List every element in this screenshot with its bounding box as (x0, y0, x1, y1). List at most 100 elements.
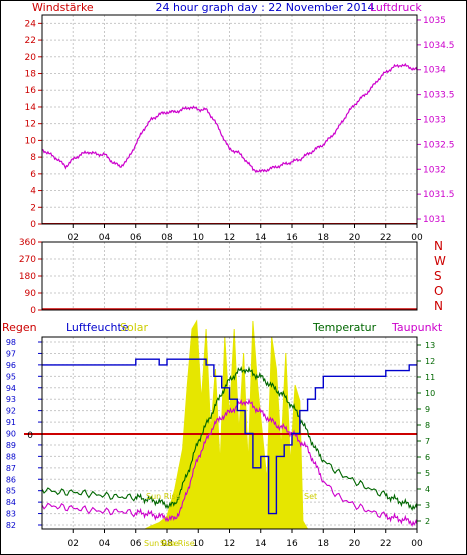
temperatur-tick-label: 8 (425, 421, 430, 430)
windstaerke-tick-label: 10 (25, 136, 37, 146)
luftdruck-tick-label: 1033 (423, 116, 446, 126)
compass-label: N (434, 239, 443, 253)
luftfeuchte-tick-label: 92 (6, 407, 16, 416)
climate-x-tick-label: 10 (193, 539, 205, 549)
luftfeuchte-tick-label: 96 (6, 361, 16, 370)
luftdruck-tick-label: 1033.5 (423, 91, 455, 101)
temperatur-tick-label: 6 (425, 453, 430, 462)
solar-area (42, 319, 417, 530)
wind-pressure-x-tick-label: 04 (99, 233, 111, 243)
sunrise-annotation-2: Sun Rise (144, 539, 179, 548)
compass-label: N (434, 299, 443, 313)
sunset-annotation: Set (304, 492, 317, 501)
temperatur-tick-label: 5 (425, 469, 430, 478)
solar-label: Solar (120, 321, 149, 334)
temperatur-tick-label: 3 (425, 501, 430, 510)
luftfeuchte-tick-label: 93 (6, 395, 16, 404)
wind-pressure-x-tick-label: 10 (193, 233, 205, 243)
windstaerke-tick-label: 22 (25, 36, 36, 46)
luftdruck-tick-label: 1034.5 (423, 41, 455, 51)
luftdruck-tick-label: 1031 (423, 215, 446, 225)
windstaerke-tick-label: 2 (30, 203, 36, 213)
wind-direction-panel-border (41, 241, 418, 311)
wind-pressure-x-tick-label: 20 (349, 233, 361, 243)
climate-x-tick-label: 22 (380, 539, 391, 549)
climate-x-tick-label: 18 (318, 539, 330, 549)
luftdruck-tick-label: 1031.5 (423, 190, 455, 200)
luftfeuchte-tick-label: 83 (6, 510, 16, 519)
wind-pressure-x-tick-label: 14 (255, 233, 267, 243)
windstaerke-tick-label: 6 (30, 170, 36, 180)
wind-pressure-x-tick-label: 08 (161, 233, 173, 243)
temperatur-tick-label: 4 (425, 485, 430, 494)
luftfeuchte-tick-label: 95 (6, 372, 16, 381)
wind-pressure-x-tick-label: 00 (411, 233, 423, 243)
temperatur-tick-label: 13 (425, 341, 435, 350)
temperatur-tick-label: 11 (425, 373, 435, 382)
wind-pressure-panel-border (41, 14, 418, 225)
climate-x-tick-label: 16 (286, 539, 298, 549)
wind-pressure-x-tick-label: 12 (224, 233, 235, 243)
sunrise-annotation-3: Sun Rise (160, 539, 195, 548)
luftfeuchte-line (42, 358, 417, 515)
windstaerke-label: Windstärke (32, 1, 94, 14)
wind-direction-tick-label: 90 (25, 289, 37, 299)
rain-zero-tick: 0 (27, 431, 33, 441)
windstaerke-tick-label: 14 (25, 103, 37, 113)
compass-label: O (434, 284, 443, 298)
climate-panel-border (41, 336, 418, 530)
wind-pressure-x-tick-label: 06 (130, 233, 142, 243)
luftfeuchte-tick-label: 85 (6, 487, 16, 496)
luftdruck-tick-label: 1032 (423, 165, 446, 175)
temperatur-line (41, 366, 418, 511)
temperatur-tick-label: 7 (425, 437, 430, 446)
luftfeuchte-tick-label: 87 (6, 464, 16, 473)
windstaerke-tick-label: 0 (30, 220, 36, 230)
wind-pressure-x-tick-label: 22 (380, 233, 391, 243)
windstaerke-tick-label: 16 (25, 86, 37, 96)
temperatur-label: Temperatur (312, 321, 377, 334)
climate-x-tick-label: 14 (255, 539, 267, 549)
luftdruck-tick-label: 1034 (423, 66, 446, 76)
windstaerke-tick-label: 24 (25, 19, 37, 29)
windstaerke-tick-label: 20 (25, 53, 37, 63)
temperatur-tick-label: 12 (425, 357, 435, 366)
luftfeuchte-tick-label: 90 (6, 430, 16, 439)
luftfeuchte-tick-label: 91 (6, 418, 16, 427)
luftfeuchte-tick-label: 89 (6, 441, 16, 450)
luftdruck-tick-label: 1032.5 (423, 140, 455, 150)
compass-label: S (434, 269, 442, 283)
luftfeuchte-tick-label: 98 (6, 338, 16, 347)
wind-direction-tick-label: 180 (19, 272, 36, 282)
luftdruck-line (41, 62, 418, 174)
luftfeuchte-tick-label: 97 (6, 349, 16, 358)
luftfeuchte-tick-label: 94 (6, 384, 16, 393)
wind-direction-tick-label: 360 (19, 238, 36, 248)
luftfeuchte-tick-label: 86 (6, 475, 16, 484)
luftfeuchte-tick-label: 84 (6, 498, 16, 507)
climate-x-tick-label: 20 (349, 539, 361, 549)
luftdruck-tick-label: 1035 (423, 16, 446, 26)
temperatur-tick-label: 10 (425, 389, 435, 398)
wind-pressure-x-tick-label: 02 (68, 233, 79, 243)
windstaerke-tick-label: 4 (30, 187, 36, 197)
compass-label: W (434, 254, 446, 268)
windstaerke-tick-label: 18 (25, 70, 37, 80)
taupunkt-label: Taupunkt (391, 321, 443, 334)
sunrise-annotation-1: Sun Rise (146, 492, 181, 501)
luftfeuchte-tick-label: 82 (6, 521, 16, 530)
climate-x-tick-label: 04 (99, 539, 111, 549)
windstaerke-tick-label: 12 (25, 120, 36, 130)
regen-label: Regen (2, 321, 37, 334)
climate-x-tick-label: 02 (68, 539, 79, 549)
temperatur-tick-label: 9 (425, 405, 430, 414)
graph-title: 24 hour graph day : 22 November 2014 (155, 1, 374, 14)
luftfeuchte-label: Luftfeuchte (66, 321, 129, 334)
climate-x-tick-label: 12 (224, 539, 235, 549)
climate-x-tick-label: 06 (130, 539, 142, 549)
windstaerke-tick-label: 8 (30, 153, 36, 163)
climate-x-tick-label: 08 (161, 539, 173, 549)
wind-pressure-x-tick-label: 18 (318, 233, 330, 243)
